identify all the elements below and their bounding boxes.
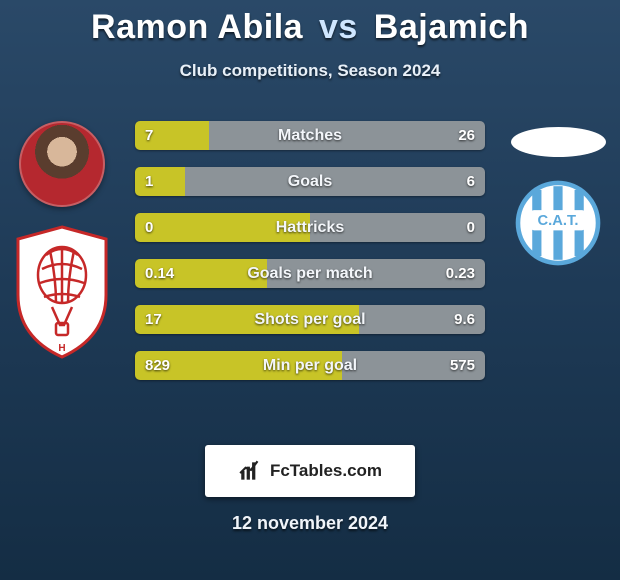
bar-left-fill <box>135 213 310 242</box>
left-column: H <box>2 109 122 359</box>
comparison-stage: H C.A.T. Matches726 Goals16 Hattricks00 Goa… <box>0 109 620 419</box>
bar-left-fill <box>135 305 359 334</box>
player2-name: Bajamich <box>374 8 529 46</box>
date-label: 12 november 2024 <box>0 513 620 534</box>
stat-row: Goals16 <box>135 167 485 196</box>
stat-row: Goals per match0.140.23 <box>135 259 485 288</box>
bar-right-fill <box>185 167 485 196</box>
vs-label: vs <box>319 8 358 46</box>
stat-row: Shots per goal179.6 <box>135 305 485 334</box>
player2-photo-placeholder <box>511 127 606 157</box>
stat-row: Hattricks00 <box>135 213 485 242</box>
stat-row: Min per goal829575 <box>135 351 485 380</box>
page-title: Ramon Abila vs Bajamich <box>0 0 620 47</box>
bar-left-fill <box>135 121 209 150</box>
chart-icon <box>238 458 264 484</box>
stat-bars: Matches726 Goals16 Hattricks00 Goals per ma… <box>135 121 485 380</box>
stat-row: Matches726 <box>135 121 485 150</box>
bar-left-fill <box>135 259 267 288</box>
right-column: C.A.T. <box>498 109 618 269</box>
right-club-badge: C.A.T. <box>512 177 604 269</box>
club-letter: H <box>58 343 65 354</box>
bar-right-fill <box>342 351 486 380</box>
bar-right-fill <box>359 305 485 334</box>
bar-left-fill <box>135 167 185 196</box>
bar-left-fill <box>135 351 342 380</box>
brand-text: FcTables.com <box>270 461 382 481</box>
brand-badge: FcTables.com <box>205 445 415 497</box>
player1-name: Ramon Abila <box>91 8 303 46</box>
subtitle: Club competitions, Season 2024 <box>0 61 620 81</box>
bar-right-fill <box>209 121 485 150</box>
badge-text: C.A.T. <box>538 213 579 229</box>
left-club-badge: H <box>12 225 112 359</box>
bar-right-fill <box>310 213 485 242</box>
bar-right-fill <box>267 259 485 288</box>
player1-photo <box>19 121 105 207</box>
